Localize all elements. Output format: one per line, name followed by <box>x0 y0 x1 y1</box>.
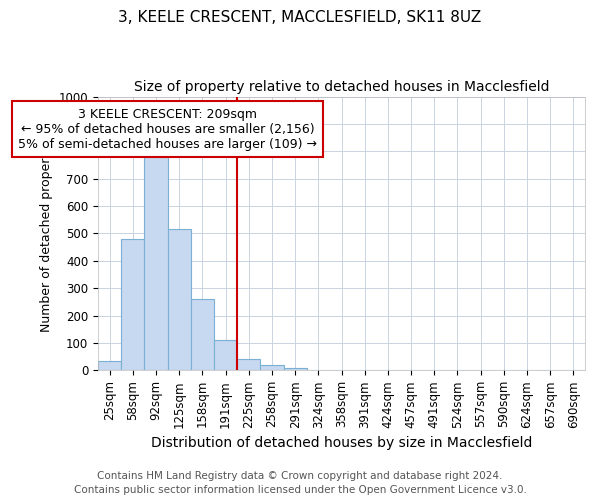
Bar <box>284 368 307 370</box>
Bar <box>167 230 191 370</box>
Y-axis label: Number of detached properties: Number of detached properties <box>40 135 53 332</box>
X-axis label: Distribution of detached houses by size in Macclesfield: Distribution of detached houses by size … <box>151 436 532 450</box>
Text: 3, KEELE CRESCENT, MACCLESFIELD, SK11 8UZ: 3, KEELE CRESCENT, MACCLESFIELD, SK11 8U… <box>118 10 482 25</box>
Bar <box>214 340 237 370</box>
Title: Size of property relative to detached houses in Macclesfield: Size of property relative to detached ho… <box>134 80 549 94</box>
Bar <box>145 146 167 370</box>
Text: 3 KEELE CRESCENT: 209sqm
← 95% of detached houses are smaller (2,156)
5% of semi: 3 KEELE CRESCENT: 209sqm ← 95% of detach… <box>18 108 317 150</box>
Bar <box>237 360 260 370</box>
Bar <box>121 239 145 370</box>
Bar <box>260 365 284 370</box>
Bar <box>98 360 121 370</box>
Bar <box>191 299 214 370</box>
Text: Contains HM Land Registry data © Crown copyright and database right 2024.
Contai: Contains HM Land Registry data © Crown c… <box>74 471 526 495</box>
